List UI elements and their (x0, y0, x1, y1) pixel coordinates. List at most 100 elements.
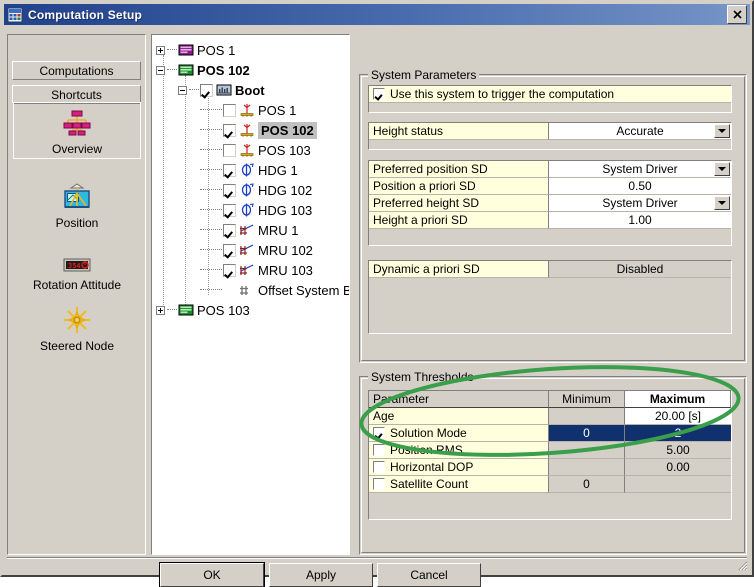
threshold-row[interactable]: Position RMS 5.00 (369, 442, 731, 459)
sidebar-item-rotation-attitude-label: Rotation Attitude (32, 278, 122, 292)
threshold-minimum-cell[interactable] (549, 408, 625, 425)
threshold-enable-checkbox[interactable] (373, 427, 385, 439)
expand-plus-icon[interactable] (156, 305, 165, 315)
table-row: Preferred position SD System Driver (369, 161, 731, 178)
antenna-icon (239, 102, 255, 118)
threshold-enable-checkbox[interactable] (373, 444, 385, 456)
column-header-maximum[interactable]: Maximum (625, 391, 731, 408)
sidebar-bar-computations[interactable]: Computations (12, 61, 141, 80)
threshold-row[interactable]: Horizontal DOP 0.00 (369, 459, 731, 476)
column-header-minimum[interactable]: Minimum (549, 391, 625, 408)
gyro-icon (239, 202, 255, 218)
tree-item-checkbox[interactable] (223, 263, 236, 277)
table-row: Position a priori SD 0.50 (369, 178, 731, 195)
tree-item-pos-103[interactable]: POS 103 (152, 140, 349, 160)
tree-item-pos-1[interactable]: POS 1 (152, 100, 349, 120)
mru-icon (239, 222, 255, 238)
ok-button[interactable]: OK (159, 562, 265, 587)
tree-item-pos-103[interactable]: POS 103 (152, 300, 349, 320)
group-frame (359, 74, 747, 363)
gyro-icon (239, 162, 255, 178)
tree-connector-dash (167, 69, 177, 71)
tree-item-mru-1[interactable]: MRU 1 (152, 220, 349, 240)
tree-item-hdg-103[interactable]: HDG 103 (152, 200, 349, 220)
preferred-position-sd-dropdown[interactable]: System Driver (549, 161, 731, 178)
tree-item-checkbox[interactable] (223, 103, 236, 117)
window-titlebar[interactable]: Computation Setup (4, 4, 750, 25)
tree-item-checkbox[interactable] (223, 163, 236, 177)
tree-connector-dash (189, 89, 199, 91)
sidebar-item-position[interactable]: Position (13, 177, 141, 232)
threshold-maximum-cell-value: 0.00 (666, 460, 690, 474)
threshold-enable-checkbox[interactable] (373, 461, 385, 473)
collapse-minus-icon[interactable] (178, 85, 187, 95)
spreadsheet-icon (7, 7, 23, 23)
tree-item-checkbox[interactable] (200, 83, 213, 97)
threshold-minimum-cell[interactable] (549, 459, 625, 476)
chevron-down-icon[interactable] (714, 162, 730, 176)
apply-button[interactable]: Apply (269, 563, 373, 587)
close-icon[interactable] (727, 5, 747, 24)
right-column: System Parameters Use this system to tri… (359, 34, 747, 555)
resize-grip[interactable] (734, 557, 748, 571)
sidebar-item-overview[interactable]: Overview (13, 102, 141, 159)
tree-item-offset-system-boot[interactable]: Offset System Boot (152, 280, 349, 300)
threshold-parameter-label: Position RMS (390, 443, 463, 457)
trigger-row[interactable]: Use this system to trigger the computati… (369, 86, 731, 103)
cancel-button[interactable]: Cancel (377, 563, 481, 587)
system-parameters-group-label: System Parameters (368, 68, 480, 82)
close-x-glyph (732, 10, 742, 19)
tree-item-pos-102[interactable]: POS 102 (152, 120, 349, 140)
tree-item-pos-1[interactable]: POS 1 (152, 40, 349, 60)
preferred-height-sd-dropdown[interactable]: System Driver (549, 195, 731, 212)
system-tree-panel[interactable]: POS 1 POS 102 Boot POS 1 POS 102 POS 103 HDG 1… (151, 34, 350, 555)
sidebar-item-rotation-attitude[interactable]: 354 Rotation Attitude (13, 251, 141, 294)
dynamic-a-priori-sd-value: Disabled (616, 262, 664, 276)
tree-item-mru-102[interactable]: MRU 102 (152, 240, 349, 260)
thresholds-header-row: Parameter Minimum Maximum (369, 391, 731, 408)
threshold-parameter-cell: Satellite Count (369, 476, 549, 493)
height-status-dropdown[interactable]: Accurate (549, 123, 731, 140)
chevron-down-icon[interactable] (714, 124, 730, 138)
collapse-minus-icon[interactable] (156, 65, 165, 75)
tree-item-mru-103[interactable]: MRU 103 (152, 260, 349, 280)
use-system-trigger-checkbox[interactable] (373, 88, 385, 100)
tree-item-checkbox[interactable] (223, 203, 236, 217)
chevron-down-icon[interactable] (714, 196, 730, 210)
tree-item-checkbox[interactable] (223, 143, 236, 157)
threshold-row[interactable]: Age 20.00 [s] (369, 408, 731, 425)
tree-item-hdg-1[interactable]: HDG 1 (152, 160, 349, 180)
height-status-label: Height status (369, 123, 549, 140)
threshold-maximum-cell[interactable]: 0.00 (625, 459, 731, 476)
threshold-minimum-cell[interactable]: 0 (549, 425, 625, 442)
tree-item-boot[interactable]: Boot (152, 80, 349, 100)
tree-item-checkbox[interactable] (223, 123, 236, 137)
shortcuts-sidebar: Computations Shortcuts (7, 34, 146, 555)
sidebar-bar-computations-label: Computations (39, 63, 114, 78)
column-header-parameter[interactable]: Parameter (369, 391, 549, 408)
sidebar-item-steered-node[interactable]: Steered Node (13, 300, 141, 355)
tree-item-hdg-102[interactable]: HDG 102 (152, 180, 349, 200)
tree-item-checkbox[interactable] (223, 223, 236, 237)
sidebar-item-overview-label: Overview (51, 142, 102, 156)
threshold-maximum-cell[interactable]: 20.00 [s] (625, 408, 731, 425)
expand-plus-icon[interactable] (156, 45, 165, 55)
position-a-priori-sd-field[interactable]: 0.50 (549, 178, 731, 195)
threshold-row[interactable]: Solution Mode 0 2 (369, 425, 731, 442)
threshold-enable-checkbox[interactable] (373, 478, 385, 490)
threshold-minimum-cell[interactable] (549, 442, 625, 459)
threshold-maximum-cell[interactable] (625, 476, 731, 493)
tree-item-pos-102[interactable]: POS 102 (152, 60, 349, 80)
height-a-priori-sd-field[interactable]: 1.00 (549, 212, 731, 229)
threshold-maximum-cell[interactable]: 5.00 (625, 442, 731, 459)
tree-item-label: POS 103 (197, 302, 250, 318)
dynamic-a-priori-sd-value-cell[interactable]: Disabled (549, 261, 731, 278)
sidebar-bar-shortcuts[interactable]: Shortcuts (12, 85, 141, 104)
tree-item-checkbox[interactable] (223, 183, 236, 197)
tree-connector-dash (200, 169, 222, 171)
threshold-maximum-cell[interactable]: 2 (625, 425, 731, 442)
threshold-minimum-cell[interactable]: 0 (549, 476, 625, 493)
threshold-row[interactable]: Satellite Count 0 (369, 476, 731, 493)
tree-item-checkbox[interactable] (223, 243, 236, 257)
